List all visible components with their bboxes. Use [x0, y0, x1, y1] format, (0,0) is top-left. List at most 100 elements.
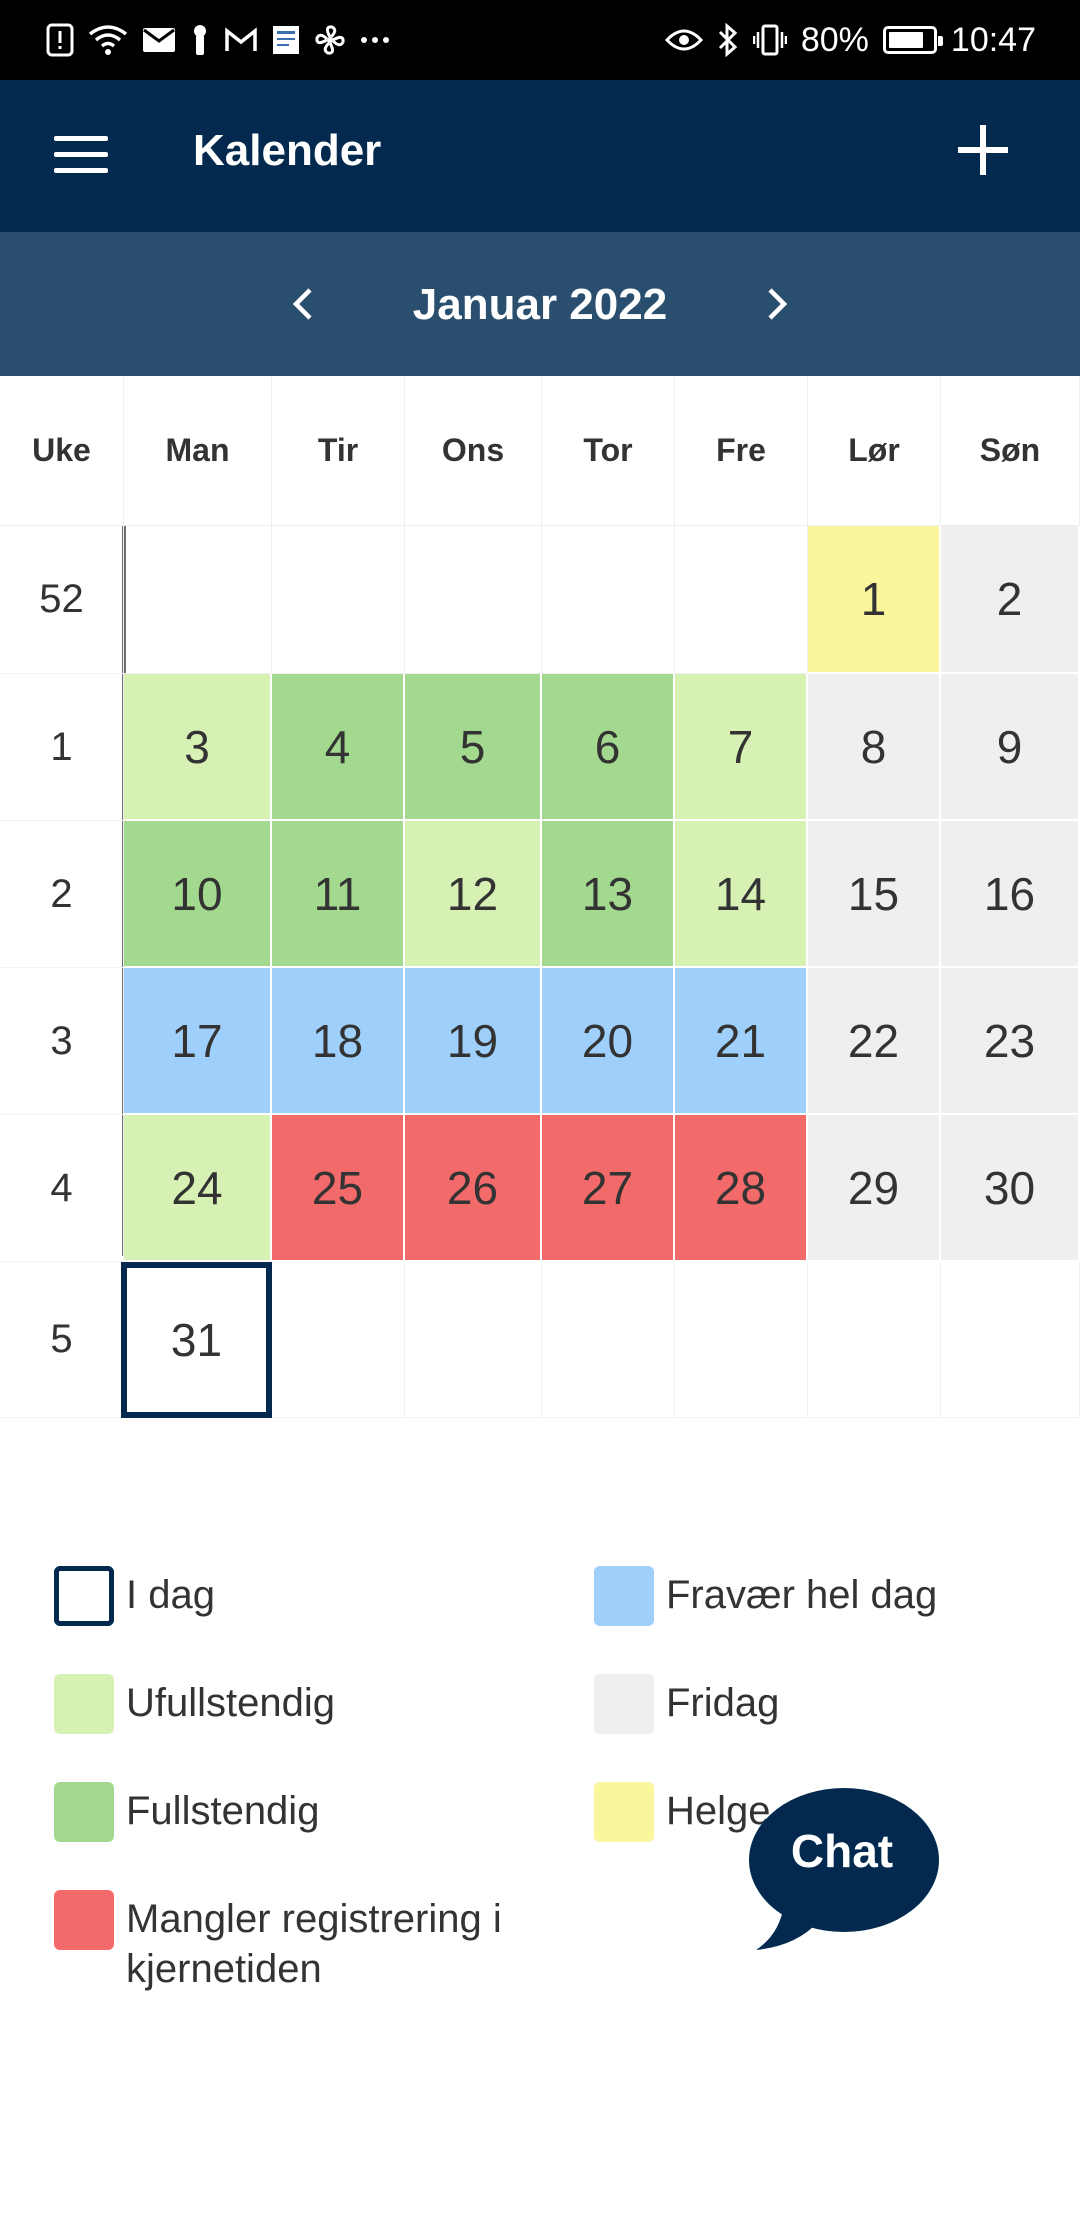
key-icon — [190, 22, 210, 58]
legend-label: Fullstendig — [126, 1789, 320, 1833]
day-cell[interactable]: 22 — [808, 968, 941, 1115]
alert-icon — [46, 22, 74, 58]
add-button[interactable] — [958, 125, 1008, 175]
month-title: Januar 2022 — [412, 280, 668, 329]
week-number: 2 — [0, 821, 124, 968]
day-cell[interactable]: 12 — [405, 821, 542, 968]
day-cell[interactable]: 15 — [808, 821, 941, 968]
day-cell[interactable]: 23 — [941, 968, 1080, 1115]
empty-day-cell — [542, 526, 675, 674]
empty-day-cell — [675, 1262, 808, 1418]
more-icon — [360, 22, 390, 58]
day-cell[interactable]: 2 — [941, 526, 1080, 674]
status-bar: 80% 10:47 — [0, 0, 1080, 80]
day-cell[interactable]: 11 — [272, 821, 405, 968]
calendar-week-row: 2 10 11 12 13 14 15 16 — [0, 821, 1080, 968]
chat-label: Chat — [790, 1825, 894, 1877]
day-cell[interactable]: 13 — [542, 821, 675, 968]
empty-day-cell — [941, 1262, 1080, 1418]
menu-icon-line — [54, 152, 108, 157]
day-cell[interactable]: 10 — [124, 821, 272, 968]
day-cell[interactable]: 4 — [272, 674, 405, 821]
vibrate-icon — [752, 22, 787, 58]
next-month-button[interactable] — [756, 284, 796, 324]
day-cell[interactable]: 26 — [405, 1115, 542, 1262]
week-number: 3 — [0, 968, 124, 1115]
month-navigation: Januar 2022 — [0, 232, 1080, 376]
weekday-header-row: Uke Man Tir Ons Tor Fre Lør Søn — [0, 376, 1080, 526]
weekday-header: Lør — [808, 376, 941, 526]
legend-label: Fridag — [666, 1681, 780, 1725]
legend-label: I dag — [126, 1573, 215, 1617]
legend-swatch — [54, 1566, 114, 1626]
day-cell[interactable]: 27 — [542, 1115, 675, 1262]
day-cell[interactable]: 30 — [941, 1115, 1080, 1262]
empty-day-cell — [542, 1262, 675, 1418]
day-cell[interactable]: 7 — [675, 674, 808, 821]
day-cell-today[interactable]: 31 — [121, 1262, 272, 1418]
status-icons-right: 80% 10:47 — [664, 20, 1036, 60]
legend-item-complete: Fullstendig — [54, 1782, 319, 1842]
gmail-icon — [224, 22, 258, 58]
day-cell[interactable]: 3 — [124, 674, 272, 821]
week-number: 5 — [0, 1262, 124, 1418]
day-cell[interactable]: 24 — [124, 1115, 272, 1262]
page-title: Kalender — [193, 126, 382, 175]
day-cell[interactable]: 14 — [675, 821, 808, 968]
day-cell[interactable]: 21 — [675, 968, 808, 1115]
legend-item-incomplete: Ufullstendig — [54, 1674, 335, 1734]
previous-month-button[interactable] — [284, 284, 324, 324]
chat-bubble-icon — [749, 1788, 939, 1950]
legend-item-absence: Fravær hel dag — [594, 1566, 937, 1626]
legend-swatch — [54, 1782, 114, 1842]
day-cell[interactable]: 17 — [124, 968, 272, 1115]
weekday-header: Man — [124, 376, 272, 526]
menu-button[interactable] — [54, 136, 108, 174]
legend-item-today: I dag — [54, 1566, 215, 1626]
day-cell[interactable]: 18 — [272, 968, 405, 1115]
legend-label: Ufullstendig — [126, 1681, 336, 1725]
battery-level — [888, 32, 923, 48]
day-cell[interactable]: 25 — [272, 1115, 405, 1262]
legend-label: Helge — [666, 1789, 771, 1833]
clock: 10:47 — [950, 20, 1036, 59]
week-number-header: Uke — [0, 376, 124, 526]
battery-icon — [882, 26, 943, 54]
week-number: 52 — [0, 526, 124, 674]
day-cell[interactable]: 19 — [405, 968, 542, 1115]
empty-day-cell — [808, 1262, 941, 1418]
day-cell[interactable]: 29 — [808, 1115, 941, 1262]
day-cell[interactable]: 16 — [941, 821, 1080, 968]
wifi-icon — [88, 22, 128, 58]
day-cell[interactable]: 6 — [542, 674, 675, 821]
weekday-header: Søn — [941, 376, 1080, 526]
menu-icon-line — [54, 168, 108, 173]
chat-button[interactable]: Chat — [744, 1786, 940, 1950]
legend-item-holiday: Helge — [594, 1782, 771, 1842]
empty-day-cell — [124, 526, 272, 674]
empty-day-cell — [272, 526, 405, 674]
eye-icon — [664, 22, 703, 58]
app-bar: Kalender — [0, 80, 1080, 232]
day-cell[interactable]: 8 — [808, 674, 941, 821]
weekday-header: Tir — [272, 376, 405, 526]
day-cell[interactable]: 28 — [675, 1115, 808, 1262]
calendar-week-row: 3 17 18 19 20 21 22 23 — [0, 968, 1080, 1115]
mail-icon — [142, 22, 176, 58]
day-cell[interactable]: 20 — [542, 968, 675, 1115]
calendar-week-row: 5 31 — [0, 1262, 1080, 1418]
weekday-header: Fre — [675, 376, 808, 526]
empty-day-cell — [675, 526, 808, 674]
empty-day-cell — [272, 1262, 405, 1418]
day-cell[interactable]: 1 — [808, 526, 941, 674]
chevron-right-icon — [768, 288, 788, 320]
legend-swatch — [594, 1782, 654, 1842]
status-icons-left — [46, 22, 390, 58]
calendar-week-row: 52 1 2 — [0, 526, 1080, 674]
day-cell[interactable]: 9 — [941, 674, 1080, 821]
legend-swatch — [594, 1566, 654, 1626]
fan-icon — [314, 22, 346, 58]
day-cell[interactable]: 5 — [405, 674, 542, 821]
battery-percent: 80% — [800, 20, 869, 59]
